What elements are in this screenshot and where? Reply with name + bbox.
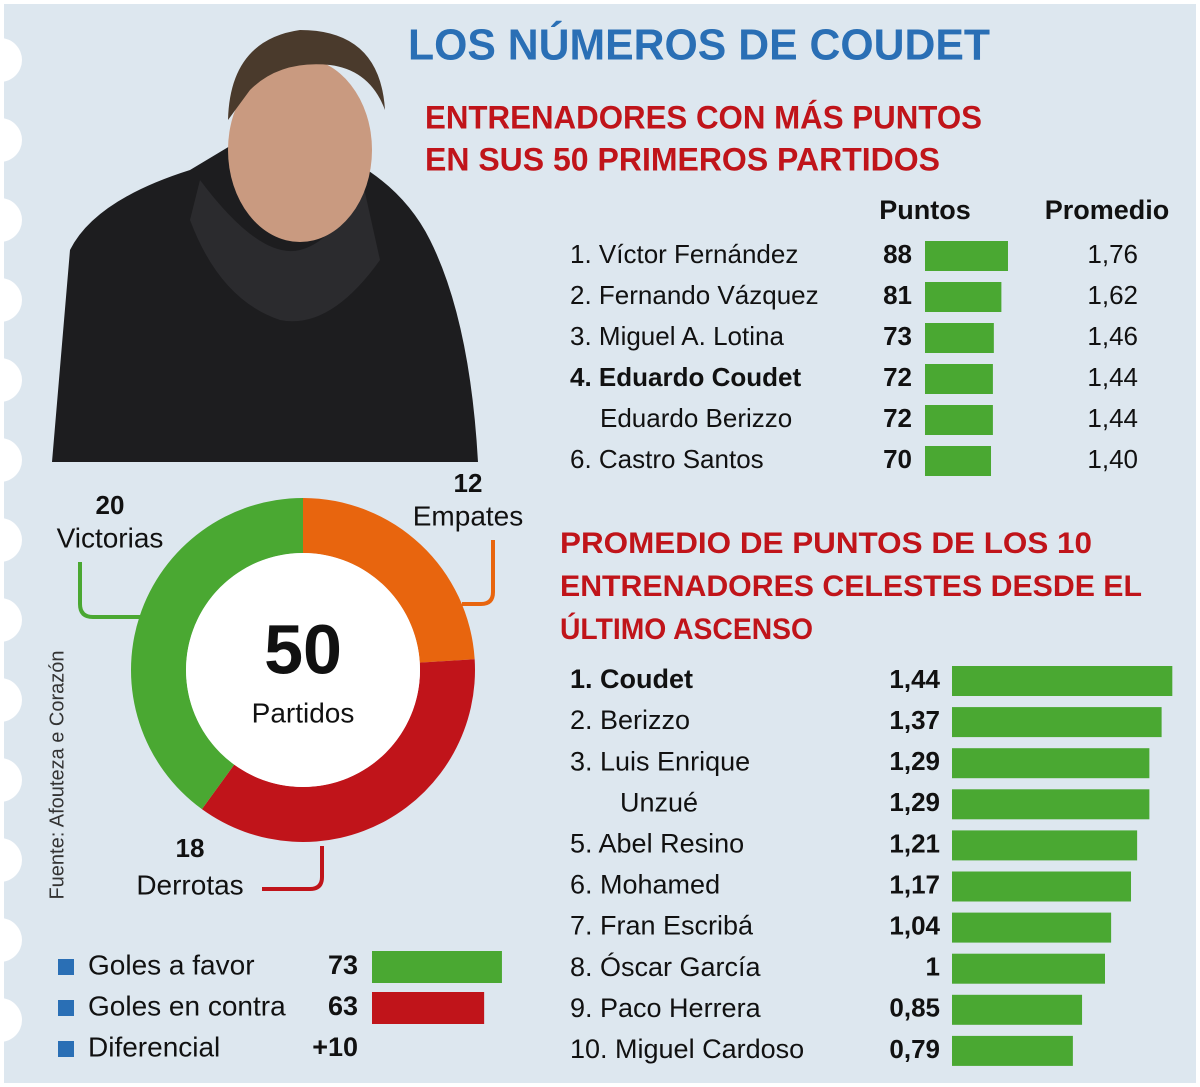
leader-lines bbox=[78, 540, 495, 891]
bullet bbox=[58, 1041, 74, 1057]
section-title: ÚLTIMO ASCENSO bbox=[560, 612, 813, 646]
value-label: 1,21 bbox=[889, 828, 940, 858]
center-label: Partidos bbox=[252, 697, 355, 728]
row-label: 6. Castro Santos bbox=[570, 444, 764, 474]
value-label: 70 bbox=[883, 444, 912, 474]
segment-value: 20 bbox=[96, 490, 125, 520]
value-label: 81 bbox=[883, 280, 912, 310]
value-label: 1,29 bbox=[889, 787, 940, 817]
section-title: PROMEDIO DE PUNTOS DE LOS 10 bbox=[560, 527, 1092, 560]
value-label: 1,17 bbox=[889, 869, 940, 899]
column-header: Puntos bbox=[879, 195, 971, 225]
row-label: 1. Coudet bbox=[570, 664, 693, 694]
photo bbox=[52, 30, 478, 462]
column-header: Promedio bbox=[1045, 195, 1170, 225]
row-label: 3. Miguel A. Lotina bbox=[570, 321, 784, 351]
main-title: LOS NÚMEROS DE COUDET bbox=[408, 20, 990, 70]
segment-label: Derrotas bbox=[136, 869, 243, 900]
row-label: Goles en contra bbox=[88, 990, 286, 1021]
bar bbox=[952, 994, 1083, 1025]
row-label: 6. Mohamed bbox=[570, 870, 720, 900]
value-label: 1 bbox=[926, 952, 940, 982]
row-label: Unzué bbox=[620, 787, 698, 817]
bar bbox=[925, 446, 992, 476]
bar bbox=[372, 951, 502, 983]
row-label: Eduardo Berizzo bbox=[600, 403, 792, 433]
row-label: Diferencial bbox=[88, 1031, 220, 1062]
bar bbox=[372, 992, 485, 1024]
bar bbox=[952, 666, 1173, 696]
bullet bbox=[58, 1000, 74, 1016]
bar bbox=[952, 830, 1138, 861]
section-title: EN SUS 50 PRIMEROS PARTIDOS bbox=[425, 141, 940, 177]
value-label: 0,79 bbox=[889, 1034, 940, 1064]
row-label: 5. Abel Resino bbox=[570, 829, 744, 859]
value-label: +10 bbox=[312, 1032, 358, 1062]
average-label: 1,44 bbox=[1087, 403, 1138, 433]
value-label: 1,37 bbox=[889, 705, 940, 735]
value-label: 0,85 bbox=[889, 993, 940, 1023]
bar bbox=[952, 1035, 1073, 1066]
row-label: 4. Eduardo Coudet bbox=[570, 362, 801, 392]
row-label: 7. Fran Escribá bbox=[570, 911, 754, 941]
bar bbox=[952, 748, 1150, 779]
source: Fuente: Afouteza e Corazón bbox=[46, 650, 68, 899]
section-title: ENTRENADORES CELESTES DESDE EL bbox=[560, 570, 1142, 603]
bar bbox=[952, 912, 1112, 943]
row-label: 1. Víctor Fernández bbox=[570, 239, 798, 269]
bullet bbox=[58, 959, 74, 975]
row-label: Goles a favor bbox=[88, 949, 255, 980]
donut-segment bbox=[131, 498, 303, 810]
value-label: 72 bbox=[883, 403, 912, 433]
torn-edge bbox=[0, 38, 22, 1042]
value-label: 88 bbox=[883, 239, 912, 269]
value-label: 73 bbox=[328, 950, 358, 980]
segment-label: Empates bbox=[413, 500, 524, 531]
donut-hole bbox=[186, 553, 420, 787]
value-label: 72 bbox=[883, 362, 912, 392]
bar bbox=[925, 241, 1008, 271]
center-value: 50 bbox=[264, 610, 342, 688]
section-title: ENTRENADORES CON MÁS PUNTOS bbox=[425, 99, 982, 135]
value-label: 73 bbox=[883, 321, 912, 351]
donut-segment bbox=[303, 498, 475, 663]
value-label: 1,04 bbox=[889, 910, 940, 940]
average-label: 1,62 bbox=[1087, 280, 1138, 310]
bar bbox=[925, 282, 1002, 312]
row-label: 2. Fernando Vázquez bbox=[570, 280, 819, 310]
value-label: 63 bbox=[328, 991, 358, 1021]
average-label: 1,76 bbox=[1087, 239, 1138, 269]
row-label: 2. Berizzo bbox=[570, 705, 690, 735]
value-label: 1,44 bbox=[889, 664, 940, 694]
donut-segment bbox=[201, 659, 475, 842]
bar bbox=[952, 707, 1162, 738]
row-label: 3. Luis Enrique bbox=[570, 746, 750, 776]
bar bbox=[925, 405, 993, 435]
row-label: 8. Óscar García bbox=[570, 951, 762, 982]
segment-value: 12 bbox=[454, 468, 483, 498]
average-label: 1,40 bbox=[1087, 444, 1138, 474]
average-label: 1,46 bbox=[1087, 321, 1138, 351]
row-label: 9. Paco Herrera bbox=[570, 993, 762, 1023]
bar bbox=[952, 871, 1132, 902]
value-label: 1,29 bbox=[889, 746, 940, 776]
segment-value: 18 bbox=[176, 833, 205, 863]
average-label: 1,44 bbox=[1087, 362, 1138, 392]
bar bbox=[925, 364, 993, 394]
bar bbox=[952, 789, 1150, 820]
row-label: 10. Miguel Cardoso bbox=[570, 1034, 804, 1064]
bar bbox=[925, 323, 994, 353]
bar bbox=[952, 953, 1105, 984]
segment-label: Victorias bbox=[57, 522, 164, 553]
